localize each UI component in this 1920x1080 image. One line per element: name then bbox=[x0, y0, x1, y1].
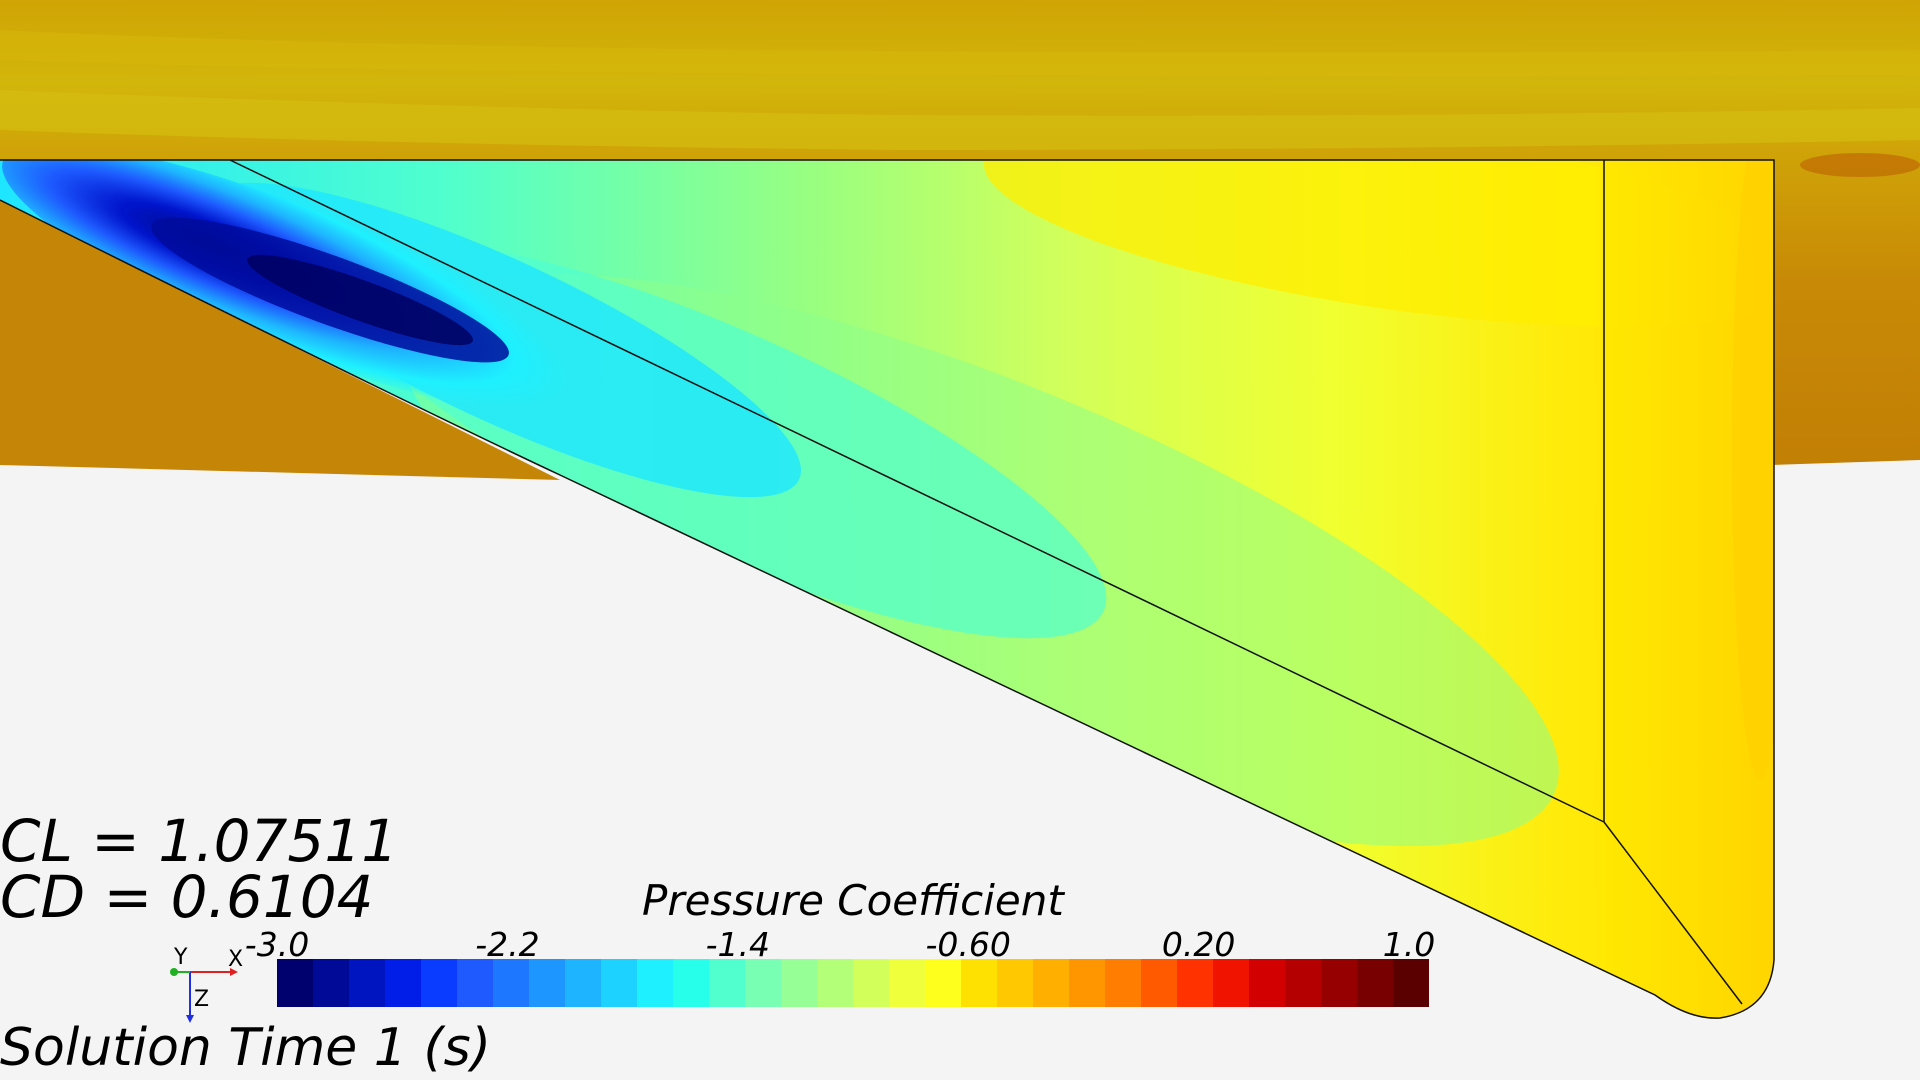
color-bar-segment bbox=[565, 959, 601, 1007]
z-axis-label: Z bbox=[194, 987, 210, 1012]
y-axis-label: Y bbox=[174, 945, 188, 970]
color-bar-segment bbox=[1321, 959, 1357, 1007]
wing-outline bbox=[0, 159, 1775, 1019]
color-bar-segment bbox=[313, 959, 349, 1007]
color-bar-segment bbox=[709, 959, 745, 1007]
solution-time-readout: Solution Time 1 (s) bbox=[0, 1018, 492, 1078]
color-bar-tick-label: -3.0 bbox=[244, 925, 310, 964]
x-axis-arrowhead bbox=[230, 968, 238, 976]
color-bar-segment bbox=[745, 959, 781, 1007]
color-bar-segment bbox=[421, 959, 457, 1007]
color-bar-segment bbox=[1141, 959, 1177, 1007]
color-bar-segment bbox=[925, 959, 961, 1007]
color-bar-segment bbox=[457, 959, 493, 1007]
color-bar-segment bbox=[1069, 959, 1105, 1007]
color-bar-segment bbox=[1033, 959, 1069, 1007]
cl-readout: CL = 1.07511 bbox=[0, 807, 399, 875]
panel-line-tip-diag bbox=[1603, 821, 1743, 1005]
color-bar-segment bbox=[1177, 959, 1213, 1007]
fuselage-hotspot bbox=[1800, 153, 1920, 177]
color-bar-segment bbox=[277, 959, 313, 1007]
color-bar-segment bbox=[1357, 959, 1393, 1007]
color-bar-segment bbox=[1105, 959, 1141, 1007]
color-bar-segment bbox=[817, 959, 853, 1007]
cd-readout: CD = 0.6104 bbox=[0, 863, 374, 931]
color-bar-segment bbox=[493, 959, 529, 1007]
color-bar-segment bbox=[529, 959, 565, 1007]
color-bar-tick-label: 1.0 bbox=[1382, 925, 1436, 964]
color-bar-segment bbox=[349, 959, 385, 1007]
color-bar-tick-label: -1.4 bbox=[705, 925, 770, 964]
panel-line-kink bbox=[229, 159, 1605, 823]
vortex-core-deep bbox=[247, 254, 473, 346]
z-axis-arrowhead bbox=[186, 1015, 194, 1023]
color-bar-segment bbox=[385, 959, 421, 1007]
axis-triad: Y X Z bbox=[160, 945, 244, 1025]
color-bar-segment bbox=[853, 959, 889, 1007]
color-bar-segment bbox=[961, 959, 997, 1007]
color-bar-segment bbox=[1249, 959, 1285, 1007]
color-bar-segment bbox=[1285, 959, 1321, 1007]
color-bar-segment bbox=[1393, 959, 1429, 1007]
legend-title: Pressure Coefficient bbox=[642, 876, 1064, 925]
axis-triad-icon bbox=[170, 968, 238, 1023]
color-bar-segment bbox=[601, 959, 637, 1007]
color-bar-tick-label: -0.60 bbox=[925, 925, 1011, 964]
color-bar-segment bbox=[781, 959, 817, 1007]
color-bar-tick-label: -2.2 bbox=[475, 925, 540, 964]
tip-edge-orange bbox=[1732, 160, 1774, 780]
fuselage-band bbox=[0, 90, 1920, 150]
fuselage-lower bbox=[0, 160, 560, 480]
x-axis-label: X bbox=[228, 947, 244, 972]
color-bar-segment bbox=[1213, 959, 1249, 1007]
color-bar-segment bbox=[673, 959, 709, 1007]
color-bar bbox=[277, 959, 1429, 1007]
color-bar-tick-label: 0.20 bbox=[1161, 925, 1236, 964]
color-bar-segment bbox=[889, 959, 925, 1007]
color-bar-segment bbox=[997, 959, 1033, 1007]
fuselage-band-2 bbox=[0, 30, 1920, 76]
color-bar-segment bbox=[637, 959, 673, 1007]
